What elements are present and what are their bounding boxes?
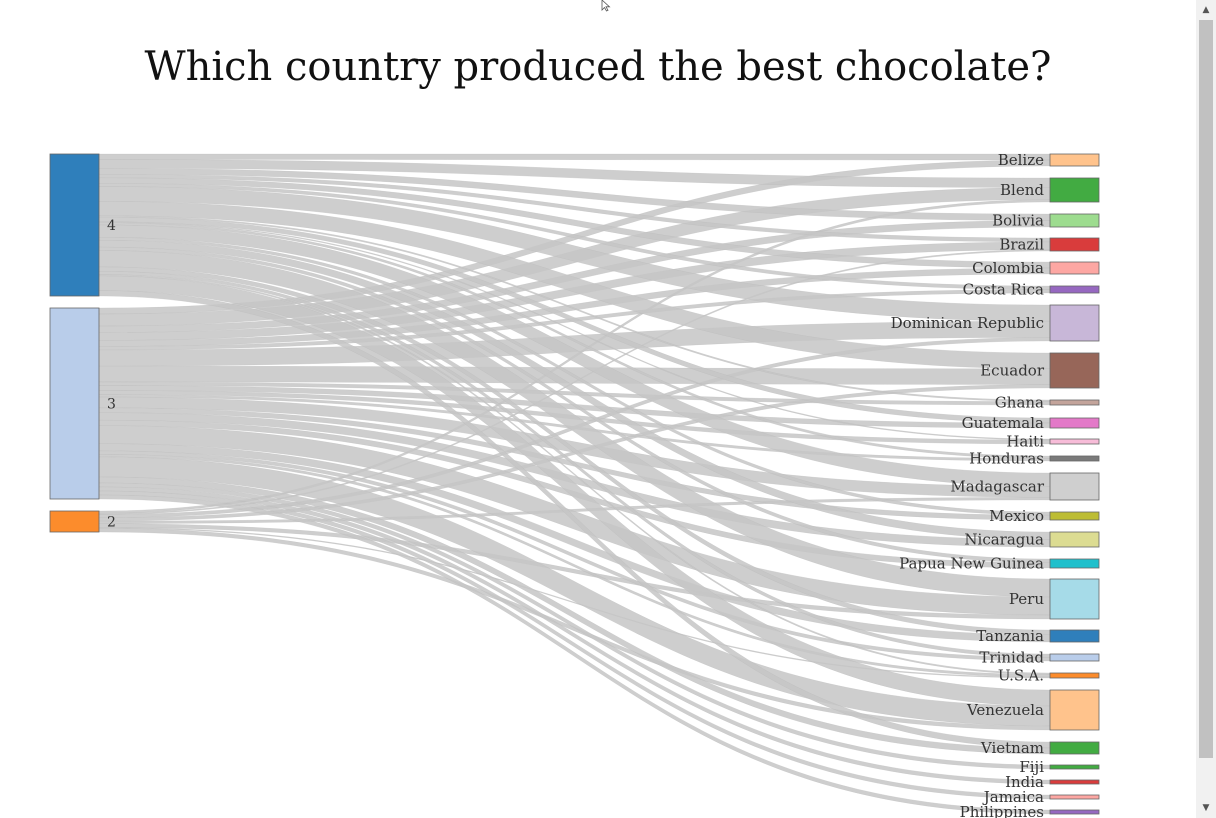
- target-node-label: Blend: [1000, 181, 1044, 199]
- target-node-label: Nicaragua: [964, 531, 1044, 549]
- vertical-scrollbar[interactable]: ▲ ▼: [1196, 0, 1216, 818]
- target-node-label: Papua New Guinea: [899, 555, 1044, 573]
- target-node-label: Peru: [1009, 590, 1044, 608]
- target-node-label: Mexico: [989, 507, 1044, 525]
- source-node[interactable]: [49, 510, 100, 533]
- target-node[interactable]: [1049, 153, 1100, 167]
- target-node[interactable]: [1049, 629, 1100, 643]
- target-node[interactable]: [1049, 653, 1100, 662]
- sankey-link[interactable]: [98, 153, 1051, 161]
- target-node-label: Fiji: [1019, 758, 1044, 776]
- source-node[interactable]: [49, 307, 100, 500]
- target-node-label: Philippines: [960, 803, 1044, 818]
- target-node-label: Haiti: [1006, 433, 1044, 451]
- target-node[interactable]: [1049, 352, 1100, 389]
- target-node-label: Dominican Republic: [891, 314, 1044, 332]
- sankey-links: [98, 153, 1051, 815]
- target-node-label: Ecuador: [980, 362, 1045, 380]
- target-node[interactable]: [1049, 764, 1100, 770]
- target-node-label: U.S.A.: [998, 667, 1044, 685]
- target-node[interactable]: [1049, 472, 1100, 501]
- source-node-label: 3: [107, 397, 116, 413]
- target-node[interactable]: [1049, 304, 1100, 342]
- target-node-label: Jamaica: [982, 788, 1044, 806]
- target-node-label: Guatemala: [962, 414, 1044, 432]
- target-node[interactable]: [1049, 672, 1100, 679]
- target-node[interactable]: [1049, 285, 1100, 294]
- target-node[interactable]: [1049, 213, 1100, 228]
- target-node-label: Costa Rica: [963, 281, 1044, 299]
- source-node-label: 4: [107, 218, 116, 234]
- target-node-label: Honduras: [969, 450, 1044, 468]
- target-node-label: Colombia: [972, 259, 1044, 277]
- target-node-label: Madagascar: [950, 478, 1044, 496]
- target-node[interactable]: [1049, 261, 1100, 275]
- scroll-thumb[interactable]: [1199, 20, 1213, 758]
- target-node[interactable]: [1049, 237, 1100, 252]
- target-node[interactable]: [1049, 689, 1100, 731]
- target-nodes: Belize Blend Bolivia Brazil Colombia Costa Ri…: [891, 151, 1100, 818]
- page-title: Which country produced the best chocolat…: [144, 44, 1052, 90]
- target-node-label: Belize: [998, 151, 1044, 169]
- target-node-label: Trinidad: [979, 649, 1044, 667]
- mouse-cursor-icon: [601, 0, 611, 12]
- source-node-label: 2: [107, 515, 116, 531]
- target-node[interactable]: [1049, 779, 1100, 785]
- target-node[interactable]: [1049, 809, 1100, 815]
- target-node-label: Tanzania: [976, 627, 1044, 645]
- target-node[interactable]: [1049, 578, 1100, 620]
- source-nodes: 4 3 2: [49, 153, 116, 533]
- target-node-label: Bolivia: [992, 212, 1044, 230]
- target-node-label: Venezuela: [966, 701, 1044, 719]
- target-node[interactable]: [1049, 438, 1100, 445]
- target-node[interactable]: [1049, 177, 1100, 203]
- source-node[interactable]: [49, 153, 100, 297]
- target-node-label: Vietnam: [980, 739, 1044, 757]
- target-node[interactable]: [1049, 741, 1100, 755]
- target-node[interactable]: [1049, 399, 1100, 406]
- target-node-label: India: [1005, 773, 1044, 791]
- target-node[interactable]: [1049, 794, 1100, 800]
- scroll-down-arrow-icon[interactable]: ▼: [1202, 803, 1210, 813]
- target-node[interactable]: [1049, 455, 1100, 462]
- target-node[interactable]: [1049, 558, 1100, 569]
- target-node[interactable]: [1049, 531, 1100, 548]
- target-node[interactable]: [1049, 511, 1100, 521]
- target-node[interactable]: [1049, 417, 1100, 429]
- target-node-label: Ghana: [995, 394, 1044, 412]
- target-node-label: Brazil: [999, 236, 1044, 254]
- scroll-up-arrow-icon[interactable]: ▲: [1202, 5, 1210, 15]
